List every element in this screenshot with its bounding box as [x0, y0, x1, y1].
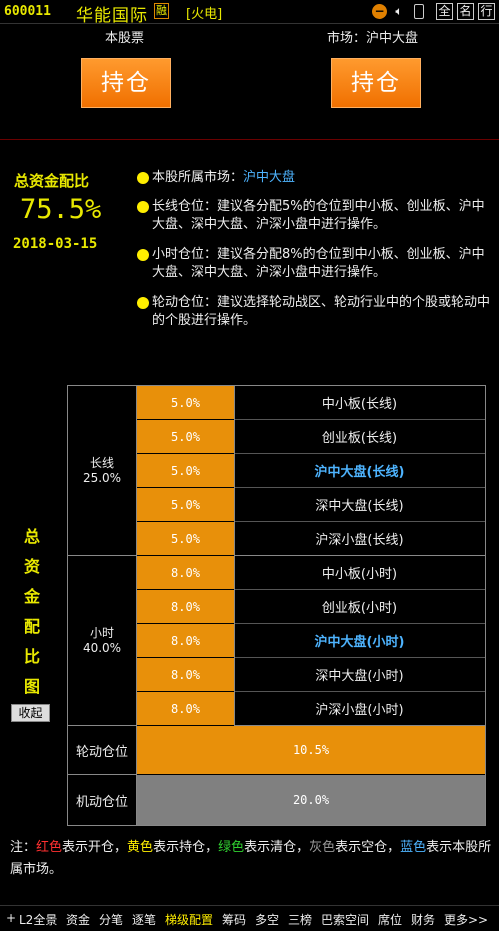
long-row-pct: 5.0%	[137, 454, 234, 488]
hour-row-pct: 8.0%	[137, 624, 234, 658]
collapse-button[interactable]: 收起	[11, 704, 50, 722]
title-char: 金	[23, 587, 40, 606]
note-text: 表示本股所属市场。	[10, 840, 492, 877]
hour-row-label[interactable]: 深中大盘(小时)	[234, 658, 485, 692]
market-hold-label: 市场：沪中大盘	[327, 31, 419, 46]
hour-row-label[interactable]: 创业板(小时)	[234, 590, 485, 624]
nav-long-short[interactable]: 多空	[255, 913, 280, 927]
sector-tag[interactable]: [火电]	[186, 7, 223, 22]
market-prefix: 本股所属市场：	[152, 170, 244, 185]
fullscreen-button[interactable]: 全	[436, 3, 453, 20]
long-row-label[interactable]: 中小板(长线)	[234, 386, 485, 420]
title-char: 图	[23, 677, 40, 696]
long-row-pct: 5.0%	[137, 420, 234, 454]
nav-seats[interactable]: 席位	[378, 913, 403, 927]
note-gray: 灰色	[309, 840, 336, 855]
hour-group-cell: 小时 40.0%	[68, 556, 137, 726]
note-prefix: 注：	[10, 840, 37, 855]
long-group-pct: 25.0%	[82, 470, 122, 485]
ratio-value: 75.5%	[20, 194, 102, 225]
long-row-label[interactable]: 深中大盘(长线)	[234, 488, 485, 522]
note-blue: 蓝色	[400, 840, 427, 855]
long-group-name: 长线	[89, 455, 114, 470]
stock-hold-label: 本股票	[105, 31, 145, 46]
hour-row-pct: 8.0%	[137, 658, 234, 692]
note-text: 表示空仓，	[335, 840, 401, 855]
long-row-label[interactable]: 沪深小盘(长线)	[234, 522, 485, 556]
nav-three-lists[interactable]: 三榜	[288, 913, 313, 927]
allocation-table: 长线 25.0% 小时 40.0% 5.0% 中小板(长线) 5.0% 创业板(…	[67, 385, 486, 826]
long-group-cell: 长线 25.0%	[68, 386, 137, 556]
nav-capital[interactable]: 资金	[66, 913, 91, 927]
phone-icon[interactable]	[414, 4, 424, 19]
hour-row-label[interactable]: 沪深小盘(小时)	[234, 692, 485, 726]
note-red: 红色	[36, 840, 63, 855]
ratio-title: 总资金配比	[14, 172, 90, 190]
nav-chips[interactable]: 筹码	[222, 913, 247, 927]
hour-group-name: 小时	[89, 625, 114, 640]
note-green: 绿色	[218, 840, 245, 855]
note-yellow: 黄色	[127, 840, 154, 855]
hour-row-label-highlight[interactable]: 沪中大盘(小时)	[234, 624, 485, 658]
rotate-position-text: 轮动仓位：建议选择轮动战区、轮动行业中的个股或轮动中的个股进行操作。	[152, 295, 491, 328]
stock-code: 600011	[4, 4, 51, 19]
bullet-icon	[137, 172, 149, 184]
title-char: 比	[23, 647, 40, 666]
stock-hold-button[interactable]: 持仓	[81, 58, 171, 108]
hour-row-label[interactable]: 中小板(小时)	[234, 556, 485, 590]
column-divider	[234, 386, 235, 726]
nav-finance[interactable]: 财务	[411, 913, 436, 927]
long-row-pct: 5.0%	[137, 522, 234, 556]
nav-tier-config[interactable]: 梯级配置	[165, 913, 214, 927]
name-button[interactable]: 名	[457, 3, 474, 20]
note-text: 表示清仓，	[244, 840, 310, 855]
hour-row-pct: 8.0%	[137, 556, 234, 590]
market-value: 沪中大盘	[243, 170, 296, 185]
stock-name[interactable]: 华能国际	[76, 6, 148, 26]
margin-badge: 融	[154, 3, 169, 19]
long-row-pct: 5.0%	[137, 488, 234, 522]
bottom-nav: + L2全景 资金 分笔 逐笔 梯级配置 筹码 多空 三榜 巴索空间 席位 财务…	[0, 905, 499, 931]
speaker-icon[interactable]: 🔈︎	[395, 4, 403, 18]
bullet-icon	[137, 201, 149, 213]
rotate-label: 轮动仓位	[68, 726, 137, 775]
section-divider	[0, 139, 499, 140]
legend-note: 注：红色表示开仓，黄色表示持仓，绿色表示清仓，灰色表示空仓，蓝色表示本股所属市场…	[10, 837, 492, 881]
rotate-pct: 10.5%	[137, 726, 485, 775]
minus-circle-icon[interactable]: −	[372, 4, 387, 19]
note-text: 表示开仓，	[62, 840, 128, 855]
allocation-chart-title: 总 资 金 配 比 图	[22, 522, 42, 702]
hour-group-pct: 40.0%	[82, 640, 122, 655]
nav-l2[interactable]: L2全景	[19, 913, 58, 927]
title-char: 总	[23, 527, 40, 546]
market-hold-button[interactable]: 持仓	[331, 58, 421, 108]
nav-plus[interactable]: +	[6, 911, 17, 925]
industry-button[interactable]: 行	[478, 3, 495, 20]
ratio-date: 2018-03-15	[13, 236, 98, 252]
nav-more[interactable]: 更多>>	[444, 913, 489, 927]
hour-position-text: 小时仓位：建议各分配8%的仓位到中小板、创业板、沪中大盘、深中大盘、沪深小盘中进…	[152, 247, 485, 280]
nav-bass-space[interactable]: 巴索空间	[321, 913, 370, 927]
long-row-label[interactable]: 创业板(长线)	[234, 420, 485, 454]
title-char: 资	[23, 557, 40, 576]
title-char: 配	[23, 617, 40, 636]
bullet-icon	[137, 297, 149, 309]
note-text: 表示持仓，	[153, 840, 219, 855]
long-row-label-highlight[interactable]: 沪中大盘(长线)	[234, 454, 485, 488]
flex-pct: 20.0%	[137, 775, 485, 825]
hour-row-pct: 8.0%	[137, 590, 234, 624]
top-bar: 600011 华能国际 融 [火电] − 🔈︎ 全 名 行	[0, 0, 499, 26]
nav-trade[interactable]: 逐笔	[132, 913, 157, 927]
long-position-text: 长线仓位：建议各分配5%的仓位到中小板、创业板、沪中大盘、深中大盘、沪深小盘中进…	[152, 199, 485, 232]
flex-label: 机动仓位	[68, 775, 137, 825]
bullet-icon	[137, 249, 149, 261]
long-row-pct: 5.0%	[137, 386, 234, 420]
market-line: 本股所属市场：沪中大盘	[152, 169, 492, 187]
hour-row-pct: 8.0%	[137, 692, 234, 726]
nav-tick[interactable]: 分笔	[99, 913, 124, 927]
